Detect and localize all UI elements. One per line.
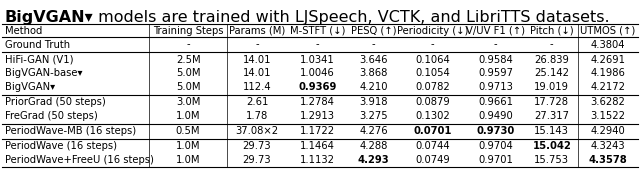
Text: 5.0M: 5.0M [176,68,200,78]
Text: 4.3243: 4.3243 [591,141,625,152]
Text: 4.1986: 4.1986 [590,68,625,78]
Text: -: - [550,40,554,50]
Text: 25.142: 25.142 [534,68,569,78]
Text: PeriodWave+FreeU (16 steps): PeriodWave+FreeU (16 steps) [5,155,154,165]
Text: 2.61: 2.61 [246,97,268,107]
Text: 4.276: 4.276 [359,126,388,136]
Text: 26.839: 26.839 [534,55,569,65]
Text: 1.1464: 1.1464 [300,141,335,152]
Text: 3.918: 3.918 [359,97,388,107]
Text: 15.042: 15.042 [532,141,572,152]
Text: 0.0744: 0.0744 [415,141,450,152]
Text: UTMOS (↑): UTMOS (↑) [580,26,636,36]
Text: FreGrad (50 steps): FreGrad (50 steps) [5,111,98,121]
Text: -: - [186,40,190,50]
Text: 1.0341: 1.0341 [300,55,335,65]
Text: 3.0M: 3.0M [176,97,200,107]
Text: PESQ (↑): PESQ (↑) [351,26,396,36]
Text: 0.9490: 0.9490 [478,111,513,121]
Text: 4.210: 4.210 [359,82,388,92]
Text: 0.9701: 0.9701 [478,155,513,165]
Text: 2.5M: 2.5M [176,55,200,65]
Text: BigVGAN▾: BigVGAN▾ [5,82,55,92]
Text: -: - [255,40,259,50]
Text: 14.01: 14.01 [243,55,271,65]
Text: BigVGAN-base▾: BigVGAN-base▾ [5,68,83,78]
Text: 29.73: 29.73 [243,141,271,152]
Text: 1.1722: 1.1722 [300,126,335,136]
Text: -: - [431,40,434,50]
Text: 3.646: 3.646 [359,55,388,65]
Text: 0.0749: 0.0749 [415,155,450,165]
Text: 0.1302: 0.1302 [415,111,450,121]
Text: PeriodWave-MB (16 steps): PeriodWave-MB (16 steps) [5,126,136,136]
Text: 1.0046: 1.0046 [300,68,335,78]
Text: 3.6282: 3.6282 [590,97,625,107]
Text: -: - [372,40,375,50]
Text: 0.1054: 0.1054 [415,68,450,78]
Text: 4.2940: 4.2940 [591,126,625,136]
Text: 1.0M: 1.0M [176,155,200,165]
Text: 3.275: 3.275 [359,111,388,121]
Text: 0.9584: 0.9584 [478,55,513,65]
Text: -: - [316,40,319,50]
Text: 112.4: 112.4 [243,82,271,92]
Text: V/UV F1 (↑): V/UV F1 (↑) [467,26,525,36]
Text: 29.73: 29.73 [243,155,271,165]
Text: 1.78: 1.78 [246,111,268,121]
Text: 0.0701: 0.0701 [413,126,452,136]
Text: 3.1522: 3.1522 [590,111,625,121]
Text: Method: Method [5,26,42,36]
Text: 4.2172: 4.2172 [590,82,625,92]
Text: 37.08×2: 37.08×2 [236,126,278,136]
Text: 4.293: 4.293 [358,155,389,165]
Text: 1.0M: 1.0M [176,141,200,152]
Text: 0.1064: 0.1064 [415,55,450,65]
Text: 4.3804: 4.3804 [591,40,625,50]
Text: 0.9730: 0.9730 [477,126,515,136]
Text: 0.0879: 0.0879 [415,97,450,107]
Text: 0.9369: 0.9369 [298,82,337,92]
Text: models are trained with LJSpeech, VCTK, and LibriTTS datasets.: models are trained with LJSpeech, VCTK, … [93,10,609,25]
Text: BigVGAN▾: BigVGAN▾ [4,10,93,25]
Text: 15.753: 15.753 [534,155,569,165]
Text: Params (M): Params (M) [229,26,285,36]
Text: Pitch (↓): Pitch (↓) [530,26,573,36]
Text: HiFi-GAN (V1): HiFi-GAN (V1) [5,55,74,65]
Text: 3.868: 3.868 [359,68,388,78]
Text: Periodicity (↓): Periodicity (↓) [397,26,468,36]
Text: 1.2913: 1.2913 [300,111,335,121]
Text: 27.317: 27.317 [534,111,569,121]
Text: 1.1132: 1.1132 [300,155,335,165]
Text: Ground Truth: Ground Truth [5,40,70,50]
Text: 0.9661: 0.9661 [478,97,513,107]
Text: 14.01: 14.01 [243,68,271,78]
Text: 15.143: 15.143 [534,126,569,136]
Text: 0.0782: 0.0782 [415,82,450,92]
Text: Training Steps: Training Steps [153,26,223,36]
Text: 4.288: 4.288 [359,141,388,152]
Text: PeriodWave (16 steps): PeriodWave (16 steps) [5,141,117,152]
Text: 1.0M: 1.0M [176,111,200,121]
Text: 0.9713: 0.9713 [478,82,513,92]
Text: 1.2784: 1.2784 [300,97,335,107]
Text: 0.9704: 0.9704 [478,141,513,152]
Text: M-STFT (↓): M-STFT (↓) [290,26,345,36]
Text: 4.2691: 4.2691 [590,55,625,65]
Text: 5.0M: 5.0M [176,82,200,92]
Text: -: - [494,40,497,50]
Text: 0.5M: 0.5M [176,126,200,136]
Text: 17.728: 17.728 [534,97,569,107]
Text: 0.9597: 0.9597 [478,68,513,78]
Text: 4.3578: 4.3578 [588,155,627,165]
Text: PriorGrad (50 steps): PriorGrad (50 steps) [5,97,106,107]
Text: 19.019: 19.019 [534,82,569,92]
